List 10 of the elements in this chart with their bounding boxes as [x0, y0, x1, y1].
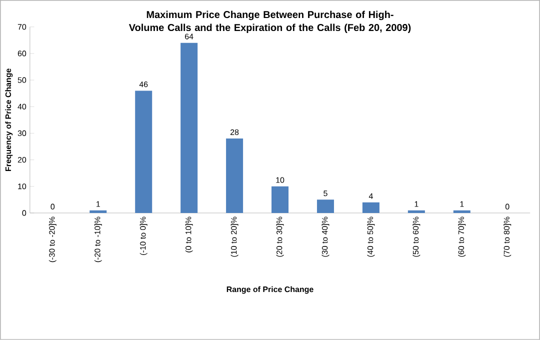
bar	[180, 42, 198, 214]
bar	[90, 210, 107, 214]
bar	[226, 138, 244, 214]
bar	[408, 210, 425, 214]
bar	[453, 210, 470, 214]
bar	[135, 90, 152, 214]
bar	[362, 202, 380, 214]
bar	[272, 186, 289, 214]
bar	[316, 200, 334, 214]
chart-title: Maximum Price Change Between Purchase of High-Volume Calls and the Expiration of the Calls (Feb 20, 2009)	[128, 10, 411, 34]
